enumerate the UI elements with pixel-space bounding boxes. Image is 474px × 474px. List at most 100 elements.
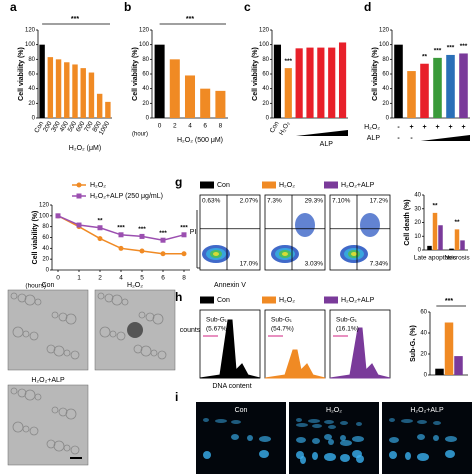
y-tick-label: 0 bbox=[146, 116, 150, 122]
x-tick-label: 0 bbox=[158, 123, 162, 130]
cell bbox=[51, 406, 59, 414]
signal bbox=[433, 421, 441, 425]
legend-label: H₂O₂ bbox=[279, 182, 295, 189]
legend-swatch bbox=[262, 181, 276, 189]
cell bbox=[53, 345, 65, 357]
histogram bbox=[199, 319, 261, 379]
y-tick-label: 80 bbox=[262, 57, 269, 63]
point bbox=[160, 251, 166, 257]
panel-label: g bbox=[175, 175, 182, 189]
y-tick-label: 0 bbox=[418, 248, 422, 254]
y-tick-label: 80 bbox=[28, 57, 35, 63]
y-tick-label: 20 bbox=[382, 101, 389, 107]
signal bbox=[389, 451, 397, 459]
legend-label: H₂O₂ bbox=[279, 297, 295, 304]
x-tick-label: Late apoptosis bbox=[414, 255, 457, 262]
cell bbox=[10, 292, 18, 300]
bar bbox=[460, 240, 465, 250]
bar bbox=[72, 64, 78, 118]
bar bbox=[55, 59, 62, 118]
point bbox=[118, 245, 124, 251]
x-tick-label: 800 bbox=[91, 120, 103, 133]
micrograph bbox=[7, 384, 89, 466]
cell bbox=[34, 393, 42, 401]
x-tick-label: 1 bbox=[77, 275, 81, 282]
panel-label: c bbox=[244, 0, 251, 14]
bar bbox=[306, 47, 314, 118]
fluorescence-image bbox=[196, 402, 286, 474]
cell bbox=[12, 326, 24, 338]
y-tick-label: 0 bbox=[46, 268, 50, 274]
cell-cloud bbox=[282, 252, 288, 256]
quadrant-value: 3.03% bbox=[305, 261, 324, 268]
cell bbox=[109, 330, 117, 338]
point bbox=[139, 248, 145, 254]
signal bbox=[247, 435, 253, 441]
bar bbox=[184, 75, 196, 118]
y-axis-label: Cell viability (%) bbox=[18, 47, 25, 101]
quadrant-value: 2.07% bbox=[240, 198, 259, 205]
cell bbox=[138, 311, 146, 319]
y-tick-label: 40 bbox=[262, 86, 269, 92]
panel-label: d bbox=[364, 0, 371, 14]
cell bbox=[70, 445, 80, 455]
y-tick-label: 40 bbox=[414, 193, 421, 199]
bar bbox=[435, 368, 444, 375]
cell bbox=[12, 421, 24, 433]
signal bbox=[312, 438, 320, 444]
signal bbox=[324, 453, 336, 461]
legend-swatch bbox=[324, 181, 338, 189]
cell bbox=[22, 425, 30, 433]
gate-label: Sub-G₁ bbox=[336, 317, 358, 324]
y-tick-label: 40 bbox=[420, 331, 427, 337]
y-tick-label: 60 bbox=[262, 72, 269, 78]
legend-label: Con bbox=[217, 297, 230, 304]
cell bbox=[111, 294, 123, 306]
cell bbox=[58, 407, 68, 417]
y-tick-label: 80 bbox=[142, 57, 149, 63]
annotation: *** bbox=[186, 16, 194, 23]
image-label: H₂O₂+ALP bbox=[410, 407, 444, 414]
cell bbox=[157, 350, 167, 360]
annotation: *** bbox=[434, 48, 442, 55]
y-tick-label: 60 bbox=[142, 72, 149, 78]
bar bbox=[444, 322, 454, 375]
signal bbox=[231, 420, 241, 424]
bar bbox=[454, 229, 460, 250]
signal bbox=[417, 434, 425, 440]
y-tick-label: 60 bbox=[420, 310, 427, 316]
x-tick-label: 400 bbox=[59, 120, 71, 133]
bar bbox=[200, 88, 211, 118]
cell bbox=[17, 293, 27, 303]
panel-label: i bbox=[175, 390, 178, 404]
x-tick-label: 2 bbox=[173, 123, 177, 130]
annotation: *** bbox=[460, 43, 468, 50]
quadrant-value: 7.3% bbox=[267, 198, 282, 205]
gate-label: Sub-G₁ bbox=[271, 317, 293, 324]
row-mark: + bbox=[448, 124, 452, 131]
signal bbox=[389, 437, 399, 443]
cell bbox=[24, 294, 36, 306]
point bbox=[160, 237, 166, 243]
cell bbox=[133, 344, 143, 354]
bar bbox=[459, 53, 468, 118]
x-tick-label: 8 bbox=[219, 123, 223, 130]
y-tick-label: 60 bbox=[28, 72, 35, 78]
y-tick-label: 20 bbox=[142, 101, 149, 107]
x-tick-label: 200 bbox=[42, 120, 54, 133]
cell bbox=[104, 293, 114, 303]
cell bbox=[145, 312, 155, 322]
signal bbox=[308, 419, 320, 423]
cell bbox=[121, 298, 129, 306]
cell-cloud bbox=[213, 252, 219, 256]
x-unit: (hour) bbox=[132, 132, 148, 138]
annotation: ** bbox=[422, 53, 428, 60]
image-label: H₂O₂+ALP bbox=[31, 377, 65, 384]
row-mark: - bbox=[410, 135, 413, 142]
y-tick-label: 120 bbox=[139, 28, 150, 34]
y-tick-label: 100 bbox=[25, 42, 36, 48]
y-tick-label: 80 bbox=[382, 57, 389, 63]
y-tick-label: 0 bbox=[424, 373, 428, 379]
cell bbox=[22, 330, 30, 338]
bar bbox=[407, 71, 416, 118]
